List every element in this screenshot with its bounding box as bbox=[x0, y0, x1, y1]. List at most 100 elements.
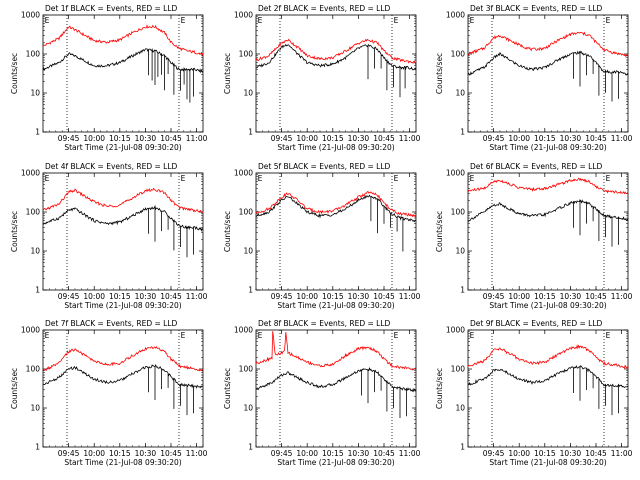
plot-frame bbox=[42, 172, 204, 291]
x-tick-label: 10:45 bbox=[373, 292, 395, 301]
plot-frame bbox=[467, 172, 629, 291]
x-tick-label: 09:45 bbox=[483, 292, 505, 301]
x-tick-label: 10:30 bbox=[560, 292, 582, 301]
x-tick-label: 11:00 bbox=[186, 134, 208, 143]
panel-title: Det 5f BLACK = Events, RED = LLD bbox=[258, 162, 391, 171]
y-tick-label: 1 bbox=[248, 443, 253, 452]
series-events bbox=[42, 204, 204, 258]
y-tick-label: 10 bbox=[455, 404, 465, 413]
x-tick-label: 10:15 bbox=[534, 134, 556, 143]
x-tick-label: 10:15 bbox=[109, 134, 131, 143]
plot-frame bbox=[255, 172, 417, 291]
x-tick-label: 10:15 bbox=[534, 449, 556, 458]
y-tick-label: 10 bbox=[30, 89, 40, 98]
y-tick-label: 1 bbox=[35, 286, 40, 295]
y-tick-label: 10 bbox=[455, 89, 465, 98]
eclipse-marker-label: E bbox=[394, 331, 399, 340]
y-tick-label: 1000 bbox=[446, 11, 465, 20]
x-axis-label: Start Time (21-Jul-08 09:30:20) bbox=[277, 301, 394, 310]
y-tick-label: 1 bbox=[35, 128, 40, 137]
x-axis-label: Start Time (21-Jul-08 09:30:20) bbox=[277, 458, 394, 467]
x-tick-label: 10:45 bbox=[160, 292, 182, 301]
y-tick-label: 1 bbox=[460, 286, 465, 295]
x-axis-label: Start Time (21-Jul-08 09:30:20) bbox=[489, 458, 606, 467]
series-events bbox=[467, 50, 629, 102]
x-tick-label: 10:00 bbox=[83, 134, 105, 143]
eclipse-marker-label: E bbox=[181, 331, 186, 340]
panel-title: Det 2f BLACK = Events, RED = LLD bbox=[258, 4, 391, 13]
series-lld bbox=[255, 331, 417, 371]
x-tick-label: 10:15 bbox=[109, 449, 131, 458]
panel-title: Det 8f BLACK = Events, RED = LLD bbox=[258, 319, 391, 328]
x-tick-label: 10:15 bbox=[322, 292, 344, 301]
series-lld bbox=[42, 187, 204, 214]
y-tick-label: 10 bbox=[243, 247, 253, 256]
eclipse-marker-label: E bbox=[394, 16, 399, 25]
series-lld bbox=[42, 24, 204, 57]
x-axis-label: Start Time (21-Jul-08 09:30:20) bbox=[489, 143, 606, 152]
panel-det-2: Det 2f BLACK = Events, RED = LLD 1 10 100 10… bbox=[223, 4, 421, 152]
series-events bbox=[42, 364, 204, 416]
series-lld bbox=[42, 345, 204, 372]
series-events bbox=[467, 364, 629, 416]
eclipse-marker-label: E bbox=[606, 16, 611, 25]
series-lld bbox=[467, 344, 629, 369]
x-tick-label: 10:30 bbox=[348, 449, 370, 458]
x-tick-label: 11:00 bbox=[611, 134, 633, 143]
y-tick-label: 100 bbox=[239, 50, 254, 59]
x-axis-label: Start Time (21-Jul-08 09:30:20) bbox=[277, 143, 394, 152]
y-tick-label: 10 bbox=[243, 404, 253, 413]
series-lld bbox=[255, 191, 417, 218]
panel-det-6: Det 6f BLACK = Events, RED = LLD 1 10 100 10… bbox=[435, 162, 633, 310]
eclipse-marker-label: E bbox=[606, 174, 611, 183]
y-tick-label: 1 bbox=[248, 128, 253, 137]
series-events bbox=[255, 194, 417, 252]
eclipse-marker-label: E bbox=[258, 331, 263, 340]
x-tick-label: 10:00 bbox=[508, 449, 530, 458]
x-tick-label: 09:45 bbox=[58, 134, 80, 143]
y-tick-label: 100 bbox=[26, 208, 41, 217]
y-axis-label: Counts/sec bbox=[10, 368, 19, 409]
y-axis-label: Counts/sec bbox=[435, 368, 444, 409]
eclipse-marker-label: E bbox=[470, 174, 475, 183]
eclipse-marker-label: E bbox=[181, 174, 186, 183]
x-tick-label: 10:00 bbox=[83, 292, 105, 301]
panel-det-4: Det 4f BLACK = Events, RED = LLD 1 10 100 10… bbox=[10, 162, 208, 310]
panel-det-9: Det 9f BLACK = Events, RED = LLD 1 10 100 10… bbox=[435, 319, 633, 467]
y-tick-label: 1 bbox=[248, 286, 253, 295]
plot-frame bbox=[42, 14, 204, 133]
y-tick-label: 1000 bbox=[234, 326, 253, 335]
panel-det-7: Det 7f BLACK = Events, RED = LLD 1 10 100 10… bbox=[10, 319, 208, 467]
y-tick-label: 1000 bbox=[234, 11, 253, 20]
panel-title: Det 6f BLACK = Events, RED = LLD bbox=[470, 162, 603, 171]
x-tick-label: 10:00 bbox=[296, 134, 318, 143]
x-axis-label: Start Time (21-Jul-08 09:30:20) bbox=[489, 301, 606, 310]
series-lld bbox=[467, 177, 629, 195]
eclipse-marker-label: E bbox=[394, 174, 399, 183]
x-tick-label: 10:00 bbox=[508, 292, 530, 301]
x-tick-label: 10:15 bbox=[322, 449, 344, 458]
y-tick-label: 10 bbox=[455, 247, 465, 256]
y-axis-label: Counts/sec bbox=[10, 53, 19, 94]
panel-title: Det 4f BLACK = Events, RED = LLD bbox=[45, 162, 178, 171]
eclipse-marker-label: E bbox=[181, 16, 186, 25]
y-tick-label: 100 bbox=[451, 365, 466, 374]
y-tick-label: 1 bbox=[460, 443, 465, 452]
x-tick-label: 10:30 bbox=[560, 134, 582, 143]
x-tick-label: 10:15 bbox=[322, 134, 344, 143]
eclipse-marker-label: E bbox=[45, 331, 50, 340]
eclipse-marker-label: E bbox=[45, 174, 50, 183]
x-tick-label: 10:45 bbox=[585, 449, 607, 458]
x-tick-label: 10:45 bbox=[160, 134, 182, 143]
x-tick-label: 10:45 bbox=[585, 134, 607, 143]
x-axis-label: Start Time (21-Jul-08 09:30:20) bbox=[64, 458, 181, 467]
panel-title: Det 9f BLACK = Events, RED = LLD bbox=[470, 319, 603, 328]
series-lld bbox=[255, 38, 417, 65]
x-tick-label: 10:00 bbox=[296, 292, 318, 301]
x-tick-label: 11:00 bbox=[399, 134, 421, 143]
x-axis-label: Start Time (21-Jul-08 09:30:20) bbox=[64, 143, 181, 152]
x-tick-label: 10:00 bbox=[508, 134, 530, 143]
eclipse-marker-label: E bbox=[258, 16, 263, 25]
x-tick-label: 09:45 bbox=[58, 449, 80, 458]
